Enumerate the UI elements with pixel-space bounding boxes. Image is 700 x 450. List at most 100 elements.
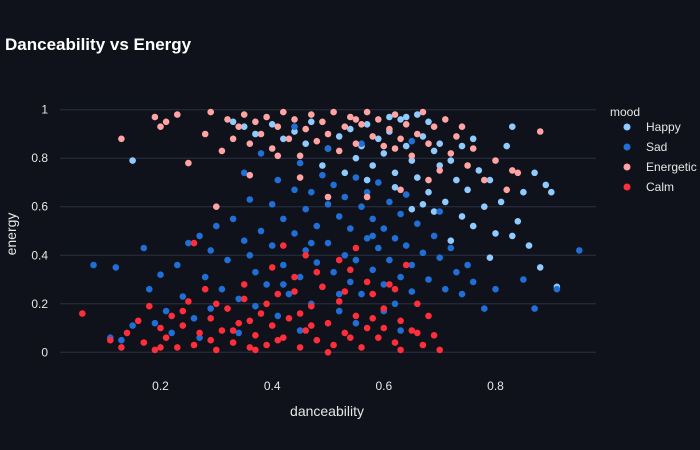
data-point [213,300,220,308]
data-point [352,116,360,123]
data-point [369,315,377,322]
data-point [123,329,131,337]
data-point [352,256,360,264]
data-point [369,215,377,223]
data-point [391,300,399,308]
data-point [397,327,404,334]
data-point [363,176,371,184]
data-point [308,118,315,126]
data-point [347,334,354,342]
data-point [174,344,181,351]
legend-marker [623,183,631,191]
data-point [168,312,175,320]
data-point [257,310,265,317]
data-point [414,329,421,337]
data-point [363,235,371,242]
data-point [442,285,449,293]
legend-label: Calm [646,180,674,194]
data-point [402,261,410,269]
data-point [146,302,153,310]
data-point [380,150,388,157]
data-point [375,334,382,342]
data-point [363,193,371,201]
data-point [414,111,421,118]
data-point [174,111,181,118]
data-points [79,108,583,356]
data-point [246,171,254,179]
data-point [408,205,416,213]
data-point [330,268,337,276]
data-point [397,135,404,143]
data-point [335,256,343,264]
data-point [224,116,231,123]
data-point [324,193,332,201]
data-point [319,118,326,126]
data-point [358,203,365,210]
data-point [257,227,265,235]
data-point [464,261,471,269]
data-point [308,239,315,247]
data-point [536,128,544,135]
data-point [458,142,466,150]
data-point [402,113,410,121]
data-point [313,137,321,145]
data-point [341,252,349,259]
data-point [313,336,321,344]
data-point [335,290,343,298]
data-point [134,317,142,325]
data-point [224,305,231,312]
data-point [240,123,248,130]
data-point [213,203,220,210]
data-point [218,327,226,334]
data-point [252,346,259,354]
legend-item-happy[interactable]: Happy [623,120,681,134]
data-point [531,305,538,312]
data-point [369,162,377,169]
data-point [185,239,192,247]
data-point [274,290,282,298]
data-point [263,113,270,121]
data-point [319,283,326,291]
data-point [252,302,259,310]
data-point [190,239,198,247]
data-point [207,247,214,254]
data-point [90,261,97,269]
data-point [514,169,522,177]
data-point [285,135,293,143]
data-point [391,111,399,118]
data-point [542,181,550,189]
data-point [430,123,438,130]
data-point [397,273,404,281]
data-point [285,290,293,298]
data-point [296,152,304,160]
data-point [391,339,399,346]
data-point [201,285,209,293]
legend-label: Sad [646,140,667,154]
data-point [375,244,382,252]
data-point [291,128,298,135]
data-point [408,157,416,164]
data-point [268,242,276,249]
data-point [79,310,86,317]
data-point [425,140,432,147]
data-point [464,162,471,169]
data-point [229,118,237,126]
data-point [268,121,276,128]
legend-label: Happy [646,120,681,134]
data-point [458,290,466,298]
data-point [196,329,203,337]
data-point [386,256,393,264]
legend-item-calm[interactable]: Calm [623,180,675,194]
data-point [553,285,561,293]
data-point [352,154,360,162]
data-point [442,198,449,206]
data-point [324,130,332,138]
data-point [330,108,337,116]
data-point [302,252,310,259]
data-point [196,232,203,240]
data-point [280,261,287,269]
legend-item-sad[interactable]: Sad [623,140,668,154]
data-point [302,247,310,254]
legend-item-energetic[interactable]: Energetic [623,160,697,174]
